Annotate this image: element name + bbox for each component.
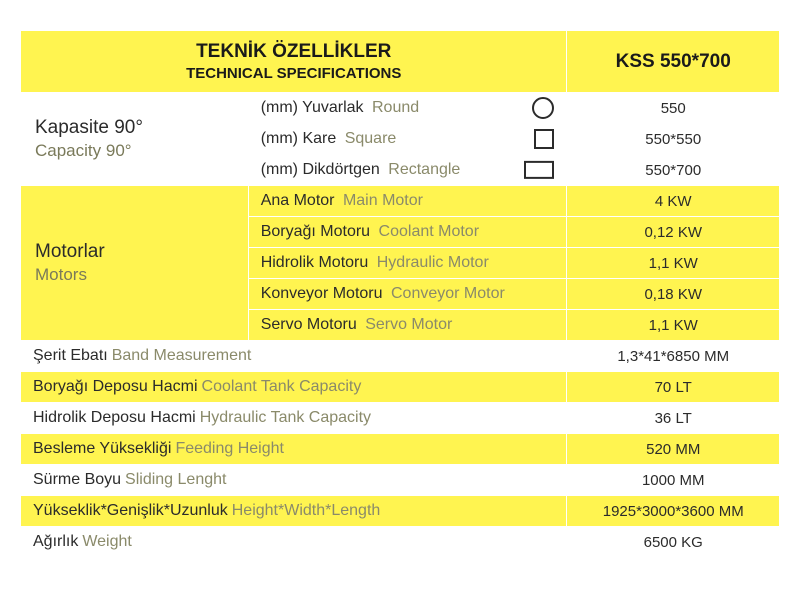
- motors-label: Motorlar Motors: [21, 186, 249, 341]
- simple-row-1-val: 70 LT: [567, 372, 780, 403]
- simple-row-4-val: 1000 MM: [567, 465, 780, 496]
- header-title-en: TECHNICAL SPECIFICATIONS: [29, 65, 558, 82]
- simple-row-3-label: Besleme YüksekliğiFeeding Height: [21, 434, 567, 465]
- motor-row-0-label: Ana Motor Main Motor: [248, 186, 567, 217]
- header-model: KSS 550*700: [567, 31, 780, 93]
- simple-row-5-val: 1925*3000*3600 MM: [567, 496, 780, 527]
- motor-row-4-label: Servo Motoru Servo Motor: [248, 310, 567, 341]
- motors-label-en: Motors: [35, 265, 236, 285]
- motor-row-2-val: 1,1 KW: [567, 248, 780, 279]
- rectangle-icon: [524, 161, 554, 179]
- simple-row-0-val: 1,3*41*6850 MM: [567, 341, 780, 372]
- header-title: TEKNİK ÖZELLİKLER TECHNICAL SPECIFICATIO…: [21, 31, 567, 93]
- simple-row-4-label: Sürme BoyuSliding Lenght: [21, 465, 567, 496]
- motor-row-1-val: 0,12 KW: [567, 217, 780, 248]
- square-icon: [534, 129, 554, 149]
- simple-row-1-label: Boryağı Deposu HacmiCoolant Tank Capacit…: [21, 372, 567, 403]
- motor-row-4-val: 1,1 KW: [567, 310, 780, 341]
- circle-icon: [532, 97, 554, 119]
- spec-table-container: TEKNİK ÖZELLİKLER TECHNICAL SPECIFICATIO…: [0, 0, 800, 588]
- capacity-row-1-val: 550*550: [567, 124, 780, 155]
- capacity-row-2-val: 550*700: [567, 155, 780, 186]
- motor-row-3-label: Konveyor Motoru Conveyor Motor: [248, 279, 567, 310]
- simple-row-6-val: 6500 KG: [567, 527, 780, 558]
- simple-row-2-label: Hidrolik Deposu HacmiHydraulic Tank Capa…: [21, 403, 567, 434]
- spec-table: TEKNİK ÖZELLİKLER TECHNICAL SPECIFICATIO…: [20, 30, 780, 558]
- motor-row-0-val: 4 KW: [567, 186, 780, 217]
- motor-row-2-label: Hidrolik Motoru Hydraulic Motor: [248, 248, 567, 279]
- capacity-row-0-val: 550: [567, 93, 780, 124]
- capacity-row-2-label: (mm) Dikdörtgen Rectangle: [248, 155, 567, 186]
- capacity-label: Kapasite 90° Capacity 90°: [21, 93, 249, 186]
- capacity-row-0-label: (mm) Yuvarlak Round: [248, 93, 567, 124]
- motors-label-tr: Motorlar: [35, 241, 105, 262]
- simple-row-3-val: 520 MM: [567, 434, 780, 465]
- motor-row-1-label: Boryağı Motoru Coolant Motor: [248, 217, 567, 248]
- simple-row-5-label: Yükseklik*Genişlik*UzunlukHeight*Width*L…: [21, 496, 567, 527]
- capacity-row-1-label: (mm) Kare Square: [248, 124, 567, 155]
- motor-row-3-val: 0,18 KW: [567, 279, 780, 310]
- simple-row-0-label: Şerit EbatıBand Measurement: [21, 341, 567, 372]
- header-title-tr: TEKNİK ÖZELLİKLER: [196, 41, 391, 62]
- simple-row-6-label: AğırlıkWeight: [21, 527, 567, 558]
- capacity-label-tr: Kapasite 90°: [35, 117, 143, 138]
- capacity-label-en: Capacity 90°: [35, 141, 236, 161]
- simple-row-2-val: 36 LT: [567, 403, 780, 434]
